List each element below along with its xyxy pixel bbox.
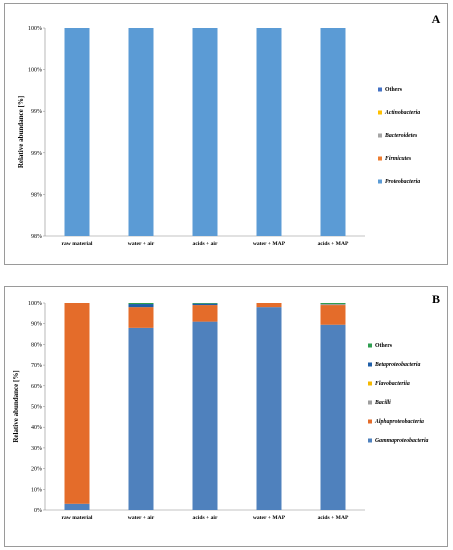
bar-proteobacteria-water-map bbox=[256, 28, 282, 236]
legend-swatch-bacilli bbox=[368, 400, 372, 405]
bar-gammaproteobacteria-water-map bbox=[256, 307, 282, 510]
bar-proteobacteria-acids-map bbox=[320, 28, 346, 236]
bar-betaproteobacteria-water-air bbox=[128, 304, 154, 308]
bar-betaproteobacteria-acids-air bbox=[192, 303, 218, 306]
bar-alphaproteobacteria-raw-material bbox=[64, 303, 90, 504]
panel-label: A bbox=[432, 12, 441, 26]
x-category-label: acids + air bbox=[193, 515, 218, 521]
y-tick-label: 100% bbox=[28, 301, 42, 307]
x-category-label: water + MAP bbox=[253, 241, 286, 247]
y-axis-label: Relative abundance [%] bbox=[12, 370, 20, 442]
x-category-label: water + air bbox=[128, 241, 155, 247]
bar-others-acids-air bbox=[192, 303, 218, 304]
y-tick-label: 100% bbox=[28, 26, 42, 32]
y-tick-label: 30% bbox=[31, 446, 42, 452]
legend-swatch-bacteroidetes bbox=[378, 133, 382, 138]
legend-label-others: Others bbox=[385, 87, 403, 93]
y-tick-label: 60% bbox=[31, 384, 42, 390]
y-tick-label: 99% bbox=[31, 109, 42, 115]
y-tick-label: 40% bbox=[31, 425, 42, 431]
y-axis-label: Relative abundance [%] bbox=[17, 96, 25, 168]
bar-proteobacteria-raw-material bbox=[64, 28, 90, 236]
bar-alphaproteobacteria-water-air bbox=[128, 307, 154, 328]
legend-label-actinobacteria: Actinobacteria bbox=[384, 110, 420, 116]
legend-label-alphaproteobacteria: Alphaproteobacteria bbox=[374, 419, 424, 425]
chart-panel-b: 0% 10% 20% 30% 40% 50% 60% 70% 80% 90% 100% Relativ… bbox=[4, 286, 448, 547]
x-category-label: acids + MAP bbox=[318, 515, 349, 521]
legend-label-betaproteobacteria: Betaproteobacteria bbox=[374, 362, 421, 368]
legend-swatch-others bbox=[378, 87, 382, 92]
legend-label-bacteroidetes: Bacteroidetes bbox=[384, 133, 418, 139]
x-category-label: acids + MAP bbox=[318, 241, 349, 247]
legend-label-bacilli: Bacilli bbox=[374, 400, 391, 406]
y-tick-label: 100% bbox=[28, 68, 42, 74]
bar-proteobacteria-acids-air bbox=[192, 28, 218, 236]
legend-label-firmicutes: Firmicutes bbox=[385, 156, 412, 162]
y-tick-label: 80% bbox=[31, 342, 42, 348]
legend-label-proteobacteria: Proteobacteria bbox=[385, 179, 420, 185]
legend-swatch-betaproteobacteria bbox=[368, 362, 372, 367]
bar-alphaproteobacteria-acids-map bbox=[320, 305, 346, 325]
legend-label-others: Others bbox=[375, 343, 393, 349]
y-tick-label: 50% bbox=[31, 405, 42, 411]
y-tick-label: 98% bbox=[31, 234, 42, 240]
bar-gammaproteobacteria-acids-map bbox=[320, 324, 346, 510]
x-category-label: acids + air bbox=[193, 241, 218, 247]
chart-panel-a: 98% 98% 99% 99% 100% 100% Relative abundance [… bbox=[4, 3, 448, 265]
bar-bacilli-acids-map bbox=[320, 304, 346, 306]
legend-swatch-alphaproteobacteria bbox=[368, 419, 372, 424]
legend-swatch-gammaproteobacteria bbox=[368, 438, 372, 443]
chart-b-svg: 0% 10% 20% 30% 40% 50% 60% 70% 80% 90% 100% Relativ… bbox=[12, 292, 440, 521]
x-category-label: raw material bbox=[62, 241, 93, 247]
y-tick-label: 90% bbox=[31, 322, 42, 328]
legend-label-gammaproteobacteria: Gammaproteobacteria bbox=[375, 438, 429, 444]
legend-swatch-flavobacteriia bbox=[368, 381, 372, 386]
x-category-label: raw material bbox=[62, 515, 93, 521]
bar-gammaproteobacteria-raw-material bbox=[64, 503, 90, 510]
chart-a-svg: 98% 98% 99% 99% 100% 100% Relative abundance [… bbox=[17, 12, 441, 247]
legend-swatch-firmicutes bbox=[378, 156, 382, 161]
y-tick-label: 70% bbox=[31, 363, 42, 369]
bar-gammaproteobacteria-acids-air bbox=[192, 321, 218, 510]
panel-label: B bbox=[432, 292, 440, 306]
legend-label-flavobacteriia: Flavobacteriia bbox=[375, 381, 410, 387]
legend-swatch-actinobacteria bbox=[378, 110, 382, 115]
legend-swatch-others bbox=[368, 343, 372, 348]
legend-swatch-proteobacteria bbox=[378, 179, 382, 184]
bar-proteobacteria-water-air bbox=[128, 28, 154, 236]
y-tick-label: 98% bbox=[31, 192, 42, 198]
x-category-label: water + air bbox=[128, 515, 155, 521]
bar-others-acids-map bbox=[320, 303, 346, 305]
y-tick-label: 99% bbox=[31, 151, 42, 157]
y-tick-label: 10% bbox=[31, 487, 42, 493]
bar-alphaproteobacteria-water-map bbox=[256, 303, 282, 308]
bar-gammaproteobacteria-water-air bbox=[128, 327, 154, 510]
bar-others-water-air bbox=[128, 303, 154, 305]
y-tick-label: 0% bbox=[34, 508, 42, 514]
x-category-label: water + MAP bbox=[253, 515, 286, 521]
bar-alphaproteobacteria-acids-air bbox=[192, 305, 218, 322]
y-tick-label: 20% bbox=[31, 467, 42, 473]
